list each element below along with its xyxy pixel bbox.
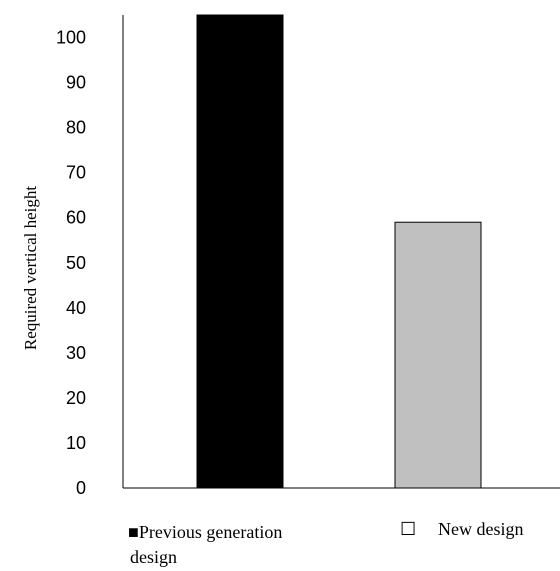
legend-item-previous: ■Previous generation design <box>128 522 282 567</box>
legend-new-label: New design <box>438 519 523 539</box>
y-tick-label: 60 <box>66 208 86 228</box>
legend-item-new: ☐ New design <box>400 519 523 539</box>
legend-new-marker: ☐ <box>400 519 416 539</box>
legend-previous-label-line2: design <box>130 547 177 567</box>
y-tick-label: 40 <box>66 298 86 318</box>
legend-previous-label-line1: Previous generation <box>139 522 282 542</box>
bar <box>196 14 284 489</box>
bars <box>196 14 482 489</box>
y-tick-label: 80 <box>66 118 86 138</box>
y-tick-label: 0 <box>76 478 86 498</box>
y-tick-label: 10 <box>66 433 86 453</box>
y-tick-label: 100 <box>56 28 86 48</box>
legend-previous-marker: ■ <box>128 522 139 542</box>
y-tick-label: 70 <box>66 163 86 183</box>
y-tick-label: 50 <box>66 253 86 273</box>
y-tick-label: 20 <box>66 388 86 408</box>
y-tick-label: 30 <box>66 343 86 363</box>
y-axis-label: Required vertical height <box>21 186 40 351</box>
y-tick-labels: 0 10 20 30 40 50 60 70 80 90 100 <box>56 28 86 498</box>
svg-text:■Previous generation: ■Previous generation <box>128 522 282 542</box>
bar <box>394 221 482 489</box>
y-tick-label: 90 <box>66 73 86 93</box>
legend: ■Previous generation design ☐ New design <box>128 519 523 567</box>
